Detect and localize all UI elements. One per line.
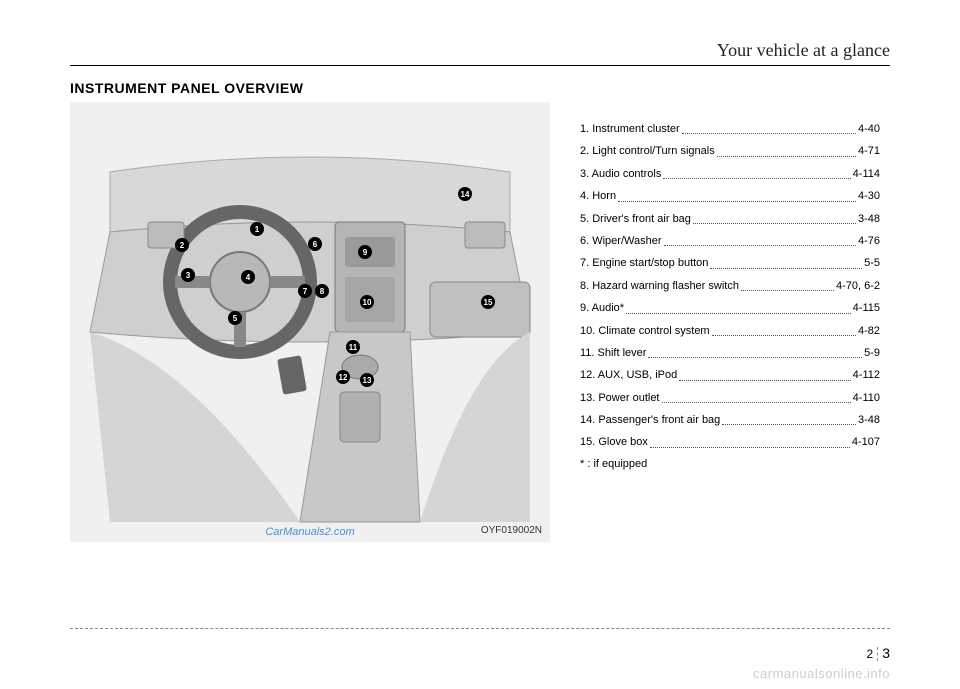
legend-ref: 4-40: [858, 122, 880, 137]
legend-item: 6. Wiper/Washer 4-76: [580, 234, 880, 249]
callout-10: 10: [360, 295, 374, 309]
legend-dots: [712, 324, 856, 336]
legend-dots: [679, 368, 850, 380]
legend-dots: [663, 167, 850, 179]
legend-item: 12. AUX, USB, iPod 4-112: [580, 368, 880, 383]
legend-dots: [710, 256, 862, 268]
footer-divider: [70, 628, 890, 629]
legend-label: 4. Horn: [580, 189, 616, 204]
legend-ref: 4-110: [853, 391, 880, 406]
legend-ref: 4-114: [853, 167, 880, 182]
diagram-watermark: CarManuals2.com: [265, 526, 354, 538]
legend-ref: 4-70, 6-2: [836, 279, 880, 294]
instrument-panel-diagram: 123456789101112131415 OYF019002N CarManu…: [70, 102, 550, 542]
callout-7: 7: [298, 284, 312, 298]
legend-item: 11. Shift lever 5-9: [580, 346, 880, 361]
legend-label: 6. Wiper/Washer: [580, 234, 662, 249]
legend-item: 2. Light control/Turn signals 4-71: [580, 144, 880, 159]
legend-label: 11. Shift lever: [580, 346, 646, 361]
legend-label: 3. Audio controls: [580, 167, 661, 182]
legend-list: 1. Instrument cluster 4-40 2. Light contr…: [550, 102, 890, 542]
legend-item: 3. Audio controls 4-114: [580, 167, 880, 182]
legend-label: 10. Climate control system: [580, 324, 710, 339]
legend-item: 8. Hazard warning flasher switch 4-70, 6…: [580, 279, 880, 294]
callout-14: 14: [458, 187, 472, 201]
legend-dots: [618, 189, 856, 201]
legend-item: 4. Horn 4-30: [580, 189, 880, 204]
legend-ref: 4-71: [858, 144, 880, 159]
legend-dots: [722, 413, 856, 425]
legend-label: 14. Passenger's front air bag: [580, 413, 720, 428]
legend-label: 13. Power outlet: [580, 391, 660, 406]
callout-1: 1: [250, 222, 264, 236]
callout-15: 15: [481, 295, 495, 309]
legend-dots: [682, 122, 856, 134]
legend-item: 10. Climate control system 4-82: [580, 324, 880, 339]
callout-8: 8: [315, 284, 329, 298]
legend-label: 8. Hazard warning flasher switch: [580, 279, 739, 294]
legend-dots: [664, 234, 856, 246]
section-title: INSTRUMENT PANEL OVERVIEW: [70, 80, 890, 96]
legend-item: 7. Engine start/stop button 5-5: [580, 256, 880, 271]
legend-label: 7. Engine start/stop button: [580, 256, 708, 271]
legend-dots: [741, 279, 834, 291]
legend-label: 2. Light control/Turn signals: [580, 144, 715, 159]
legend-dots: [650, 435, 850, 447]
legend-label: 1. Instrument cluster: [580, 122, 680, 137]
callout-6: 6: [308, 237, 322, 251]
callout-3: 3: [181, 268, 195, 282]
callout-13: 13: [360, 373, 374, 387]
legend-item: 1. Instrument cluster 4-40: [580, 122, 880, 137]
chapter-number: 2: [867, 647, 879, 661]
legend-ref: 4-115: [853, 301, 880, 316]
legend-item: 9. Audio* 4-115: [580, 301, 880, 316]
callout-9: 9: [358, 245, 372, 259]
legend-ref: 5-9: [864, 346, 880, 361]
legend-ref: 4-107: [852, 435, 880, 450]
page-header: Your vehicle at a glance: [70, 40, 890, 66]
legend-label: 5. Driver's front air bag: [580, 212, 691, 227]
legend-ref: 4-76: [858, 234, 880, 249]
legend-dots: [693, 212, 856, 224]
legend-ref: 5-5: [864, 256, 880, 271]
legend-dots: [717, 144, 856, 156]
legend-dots: [626, 301, 851, 313]
legend-note: * : if equipped: [580, 458, 880, 470]
legend-label: 12. AUX, USB, iPod: [580, 368, 677, 383]
legend-item: 5. Driver's front air bag 3-48: [580, 212, 880, 227]
callout-12: 12: [336, 370, 350, 384]
legend-dots: [662, 391, 851, 403]
legend-item: 15. Glove box 4-107: [580, 435, 880, 450]
legend-item: 13. Power outlet 4-110: [580, 391, 880, 406]
page-number: 23: [867, 645, 890, 661]
header-title: Your vehicle at a glance: [717, 40, 890, 60]
callout-4: 4: [241, 270, 255, 284]
legend-ref: 3-48: [858, 212, 880, 227]
legend-dots: [648, 346, 862, 358]
callout-11: 11: [346, 340, 360, 354]
dashboard-illustration: [70, 102, 550, 542]
legend-ref: 4-82: [858, 324, 880, 339]
callout-5: 5: [228, 311, 242, 325]
legend-item: 14. Passenger's front air bag 3-48: [580, 413, 880, 428]
legend-ref: 4-112: [853, 368, 880, 383]
callout-2: 2: [175, 238, 189, 252]
legend-label: 9. Audio*: [580, 301, 624, 316]
site-watermark: carmanualsonline.info: [753, 666, 890, 681]
legend-ref: 3-48: [858, 413, 880, 428]
page-num: 3: [882, 645, 890, 661]
image-code: OYF019002N: [481, 525, 542, 536]
legend-ref: 4-30: [858, 189, 880, 204]
legend-label: 15. Glove box: [580, 435, 648, 450]
